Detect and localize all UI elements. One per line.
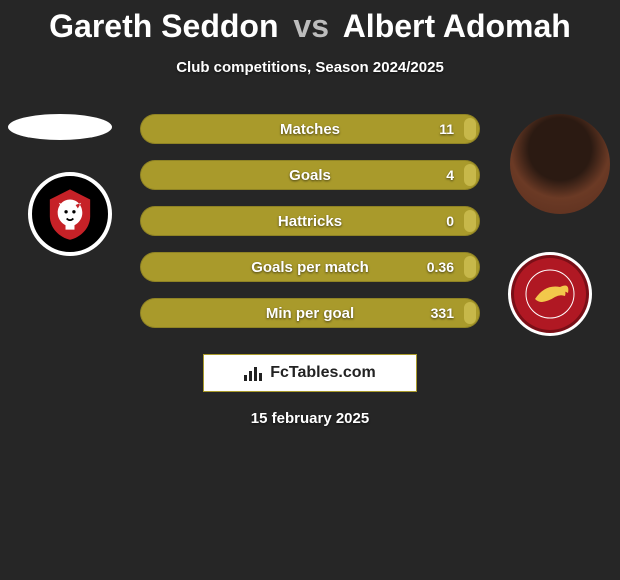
stat-row: Matches 11	[140, 114, 480, 144]
stat-value-right: 0	[446, 206, 454, 236]
stat-row: Min per goal 331	[140, 298, 480, 328]
player-right-avatar	[510, 114, 610, 214]
stat-value-right: 331	[431, 298, 454, 328]
player-left-name: Gareth Seddon	[49, 8, 278, 44]
left-club-badge	[28, 172, 112, 256]
comparison-content: Matches 11 Goals 4 Hattricks 0 Goals per…	[0, 114, 620, 344]
date-text: 15 february 2025	[0, 410, 620, 427]
stat-row: Hattricks 0	[140, 206, 480, 236]
player-left-avatar-placeholder	[8, 114, 112, 140]
stat-label: Hattricks	[140, 206, 480, 236]
brand-text: FcTables.com	[270, 364, 376, 382]
player-right-name: Albert Adomah	[343, 8, 571, 44]
comparison-title: Gareth Seddon vs Albert Adomah	[0, 0, 620, 45]
stat-row: Goals per match 0.36	[140, 252, 480, 282]
stat-label: Matches	[140, 114, 480, 144]
stat-value-right: 4	[446, 160, 454, 190]
bar-chart-icon	[244, 365, 264, 381]
stat-value-right: 0.36	[427, 252, 454, 282]
stat-label: Min per goal	[140, 298, 480, 328]
stat-label: Goals	[140, 160, 480, 190]
walsall-badge-icon	[525, 269, 575, 319]
stat-row: Goals 4	[140, 160, 480, 190]
salford-city-badge-icon	[42, 186, 98, 242]
stat-value-right: 11	[439, 114, 454, 144]
stat-bars: Matches 11 Goals 4 Hattricks 0 Goals per…	[140, 114, 480, 344]
subtitle: Club competitions, Season 2024/2025	[0, 59, 620, 76]
right-club-badge	[508, 252, 592, 336]
brand-box[interactable]: FcTables.com	[203, 354, 417, 392]
title-vs: vs	[293, 8, 329, 44]
